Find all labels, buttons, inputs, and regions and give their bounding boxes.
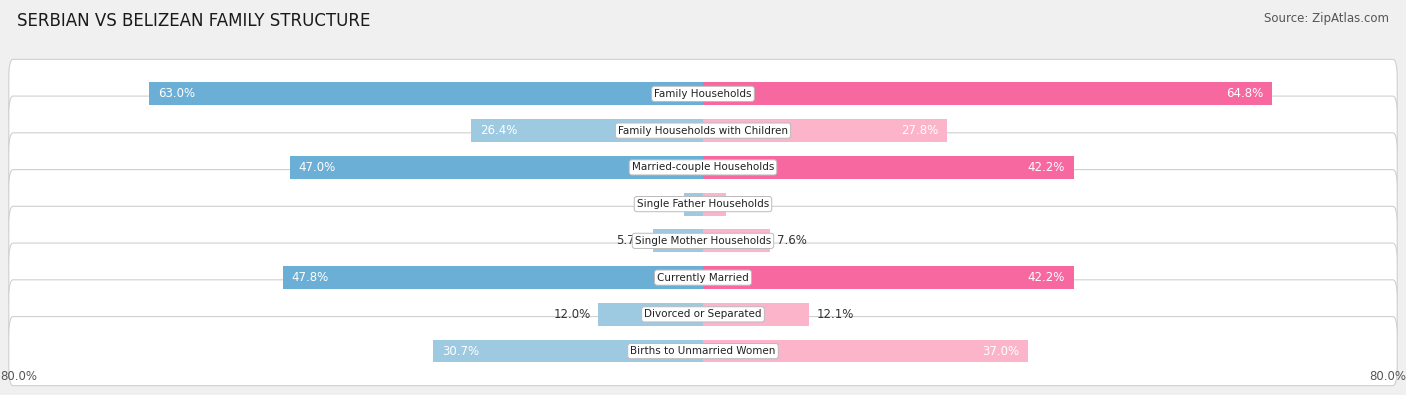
- Text: 12.0%: 12.0%: [554, 308, 591, 321]
- Bar: [290, 156, 703, 179]
- Bar: [471, 119, 703, 142]
- Text: 80.0%: 80.0%: [1369, 370, 1406, 383]
- Text: 7.6%: 7.6%: [778, 234, 807, 247]
- Text: Source: ZipAtlas.com: Source: ZipAtlas.com: [1264, 12, 1389, 25]
- Text: Single Mother Households: Single Mother Households: [636, 236, 770, 246]
- Text: 37.0%: 37.0%: [983, 344, 1019, 357]
- Text: 30.7%: 30.7%: [441, 344, 479, 357]
- FancyBboxPatch shape: [8, 96, 1398, 165]
- Bar: [703, 83, 1272, 105]
- Text: 26.4%: 26.4%: [479, 124, 517, 137]
- FancyBboxPatch shape: [8, 280, 1398, 349]
- Text: 42.2%: 42.2%: [1028, 161, 1066, 174]
- Text: 80.0%: 80.0%: [0, 370, 37, 383]
- Text: 64.8%: 64.8%: [1226, 87, 1264, 100]
- Bar: [433, 340, 703, 363]
- Bar: [703, 303, 810, 326]
- Bar: [149, 83, 703, 105]
- Text: 27.8%: 27.8%: [901, 124, 939, 137]
- Text: 2.2%: 2.2%: [647, 198, 676, 211]
- Text: 12.1%: 12.1%: [817, 308, 853, 321]
- Bar: [683, 193, 703, 216]
- Text: 47.8%: 47.8%: [292, 271, 329, 284]
- Text: Currently Married: Currently Married: [657, 273, 749, 282]
- Text: Births to Unmarried Women: Births to Unmarried Women: [630, 346, 776, 356]
- Bar: [598, 303, 703, 326]
- Bar: [283, 266, 703, 289]
- FancyBboxPatch shape: [8, 59, 1398, 128]
- Bar: [652, 229, 703, 252]
- Text: Family Households with Children: Family Households with Children: [619, 126, 787, 135]
- Bar: [703, 340, 1028, 363]
- Text: SERBIAN VS BELIZEAN FAMILY STRUCTURE: SERBIAN VS BELIZEAN FAMILY STRUCTURE: [17, 12, 370, 30]
- Text: Family Households: Family Households: [654, 89, 752, 99]
- FancyBboxPatch shape: [8, 206, 1398, 275]
- FancyBboxPatch shape: [8, 133, 1398, 202]
- Bar: [703, 266, 1074, 289]
- Text: 5.7%: 5.7%: [616, 234, 645, 247]
- Text: 2.6%: 2.6%: [733, 198, 762, 211]
- Bar: [703, 193, 725, 216]
- FancyBboxPatch shape: [8, 243, 1398, 312]
- Text: Divorced or Separated: Divorced or Separated: [644, 309, 762, 319]
- Bar: [703, 156, 1074, 179]
- Text: 42.2%: 42.2%: [1028, 271, 1066, 284]
- Text: Married-couple Households: Married-couple Households: [631, 162, 775, 172]
- FancyBboxPatch shape: [8, 169, 1398, 239]
- Text: Single Father Households: Single Father Households: [637, 199, 769, 209]
- Bar: [703, 119, 948, 142]
- Bar: [703, 229, 770, 252]
- FancyBboxPatch shape: [8, 316, 1398, 386]
- Text: 47.0%: 47.0%: [299, 161, 336, 174]
- Text: 63.0%: 63.0%: [159, 87, 195, 100]
